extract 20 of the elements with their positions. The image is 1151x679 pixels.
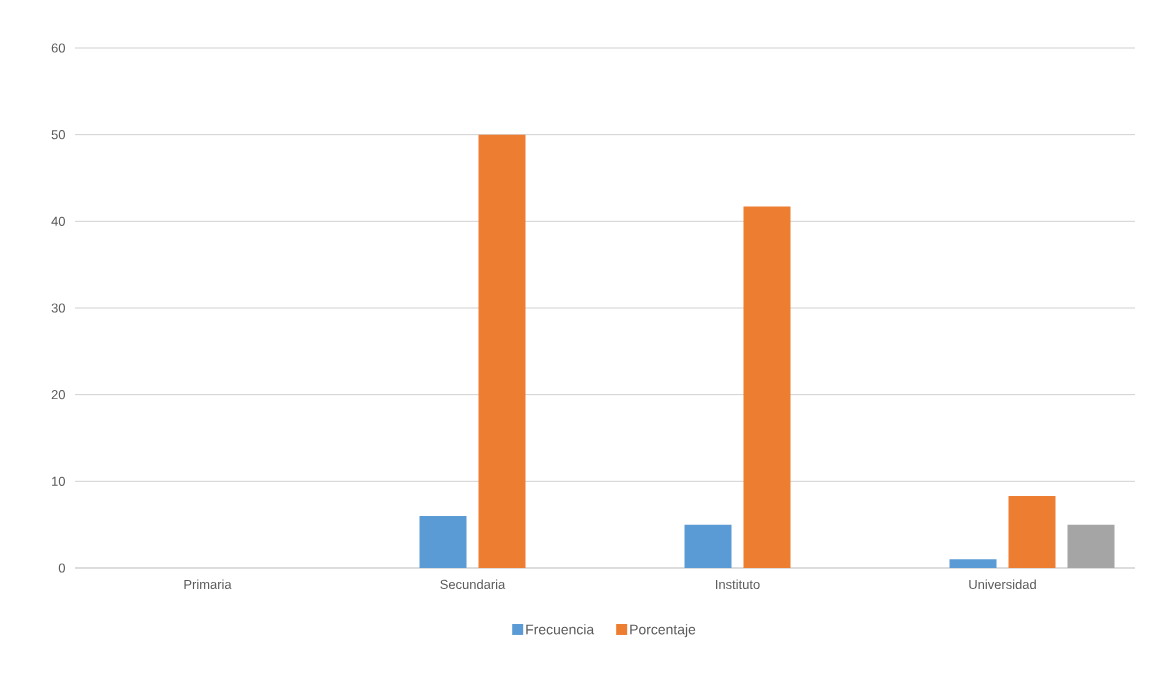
y-tick-label: 20: [51, 390, 65, 400]
bar: [1008, 496, 1056, 568]
bar: [1067, 524, 1115, 568]
y-tick-label: 40: [51, 216, 65, 226]
bar: [684, 524, 732, 568]
bar: [419, 515, 467, 568]
y-tick-label: 60: [51, 43, 65, 53]
bar: [743, 206, 791, 568]
bar: [949, 559, 997, 568]
y-tick-label: 10: [52, 476, 65, 486]
y-tick-label: 0: [58, 563, 65, 573]
legend-label: Frecuencia: [526, 624, 595, 635]
y-tick-label: 30: [51, 303, 65, 313]
x-tick-label: Instituto: [716, 579, 760, 590]
legend-label: Porcentaje: [630, 624, 696, 638]
bar: [478, 134, 526, 568]
x-tick-label: Secundaria: [440, 579, 506, 590]
x-tick-label: Primaria: [184, 579, 232, 590]
x-tick-label: Universidad: [969, 579, 1036, 590]
y-tick-label: 50: [51, 130, 65, 140]
